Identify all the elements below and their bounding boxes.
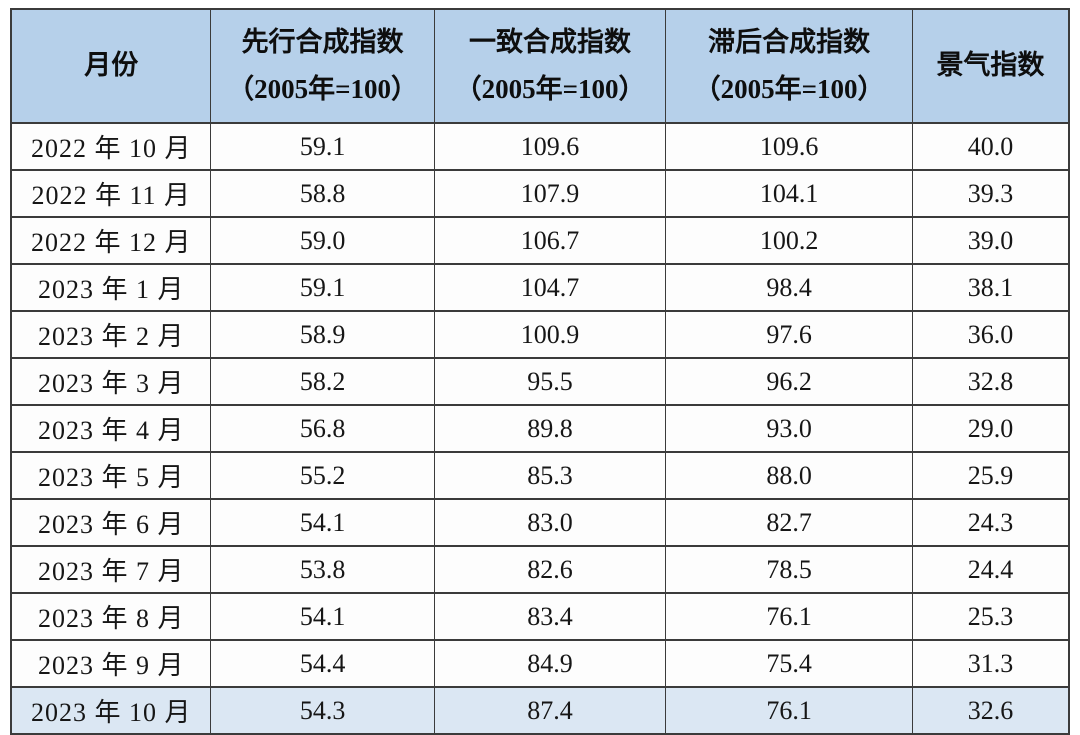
- prosperity-index-cell: 36.0: [911, 310, 1070, 359]
- lagging-index-cell: 109.6: [665, 122, 913, 171]
- table-row: 2022 年 11 月 58.8 107.9 104.1 39.3: [10, 169, 1070, 218]
- lagging-index-cell: 97.6: [665, 310, 913, 359]
- prosperity-index-cell: 24.4: [911, 545, 1070, 594]
- leading-index-cell: 59.0: [210, 216, 435, 265]
- prosperity-index-cell: 25.3: [911, 592, 1070, 641]
- leading-index-cell: 56.8: [210, 404, 435, 453]
- coincident-index-cell: 95.5: [433, 357, 667, 406]
- header-coincident-label: 一致合成指数: [469, 26, 632, 57]
- coincident-index-cell: 104.7: [433, 263, 667, 312]
- lagging-index-cell: 82.7: [665, 498, 913, 547]
- leading-index-cell: 59.1: [210, 263, 435, 312]
- table-row-highlighted: 2023 年 10 月 54.3 87.4 76.1 32.6: [10, 686, 1070, 735]
- coincident-index-cell: 85.3: [433, 451, 667, 500]
- prosperity-index-cell: 39.0: [911, 216, 1070, 265]
- month-cell: 2023 年 5 月: [10, 451, 212, 500]
- month-cell: 2022 年 10 月: [10, 122, 212, 171]
- table-row: 2023 年 1 月 59.1 104.7 98.4 38.1: [10, 263, 1070, 312]
- prosperity-index-cell: 24.3: [911, 498, 1070, 547]
- header-month: 月份: [10, 8, 212, 124]
- table-row: 2023 年 3 月 58.2 95.5 96.2 32.8: [10, 357, 1070, 406]
- header-row: 月份 先行合成指数 （2005年=100） 一致合成指数 （2005年=100）…: [10, 8, 1070, 124]
- leading-index-cell: 59.1: [210, 122, 435, 171]
- prosperity-index-cell: 31.3: [911, 639, 1070, 688]
- month-cell: 2023 年 3 月: [10, 357, 212, 406]
- table-row: 2023 年 4 月 56.8 89.8 93.0 29.0: [10, 404, 1070, 453]
- leading-index-cell: 54.3: [210, 686, 435, 735]
- header-leading-index: 先行合成指数 （2005年=100）: [210, 8, 435, 124]
- lagging-index-cell: 88.0: [665, 451, 913, 500]
- lagging-index-cell: 78.5: [665, 545, 913, 594]
- lagging-index-cell: 76.1: [665, 686, 913, 735]
- month-cell: 2023 年 4 月: [10, 404, 212, 453]
- header-coincident-index: 一致合成指数 （2005年=100）: [433, 8, 667, 124]
- table-row: 2023 年 5 月 55.2 85.3 88.0 25.9: [10, 451, 1070, 500]
- coincident-index-cell: 83.0: [433, 498, 667, 547]
- coincident-index-cell: 100.9: [433, 310, 667, 359]
- prosperity-index-cell: 32.6: [911, 686, 1070, 735]
- leading-index-cell: 58.2: [210, 357, 435, 406]
- leading-index-cell: 54.1: [210, 592, 435, 641]
- table-row: 2023 年 7 月 53.8 82.6 78.5 24.4: [10, 545, 1070, 594]
- prosperity-index-cell: 39.3: [911, 169, 1070, 218]
- coincident-index-cell: 83.4: [433, 592, 667, 641]
- prosperity-index-cell: 32.8: [911, 357, 1070, 406]
- lagging-index-cell: 98.4: [665, 263, 913, 312]
- month-cell: 2022 年 11 月: [10, 169, 212, 218]
- header-leading-basis: （2005年=100）: [227, 74, 419, 104]
- header-lagging-label: 滞后合成指数: [708, 26, 871, 57]
- month-cell: 2023 年 6 月: [10, 498, 212, 547]
- prosperity-index-cell: 38.1: [911, 263, 1070, 312]
- lagging-index-cell: 93.0: [665, 404, 913, 453]
- month-cell: 2023 年 1 月: [10, 263, 212, 312]
- table-row: 2023 年 2 月 58.9 100.9 97.6 36.0: [10, 310, 1070, 359]
- header-leading-label: 先行合成指数: [241, 26, 404, 57]
- coincident-index-cell: 107.9: [433, 169, 667, 218]
- leading-index-cell: 54.4: [210, 639, 435, 688]
- header-lagging-index: 滞后合成指数 （2005年=100）: [665, 8, 913, 124]
- month-cell: 2023 年 8 月: [10, 592, 212, 641]
- table-row: 2023 年 9 月 54.4 84.9 75.4 31.3: [10, 639, 1070, 688]
- month-cell: 2022 年 12 月: [10, 216, 212, 265]
- lagging-index-cell: 75.4: [665, 639, 913, 688]
- leading-index-cell: 55.2: [210, 451, 435, 500]
- coincident-index-cell: 109.6: [433, 122, 667, 171]
- prosperity-index-cell: 25.9: [911, 451, 1070, 500]
- month-cell: 2023 年 9 月: [10, 639, 212, 688]
- lagging-index-cell: 96.2: [665, 357, 913, 406]
- month-cell: 2023 年 7 月: [10, 545, 212, 594]
- coincident-index-cell: 82.6: [433, 545, 667, 594]
- header-lagging-basis: （2005年=100）: [693, 74, 885, 104]
- table-row: 2022 年 12 月 59.0 106.7 100.2 39.0: [10, 216, 1070, 265]
- coincident-index-cell: 106.7: [433, 216, 667, 265]
- coincident-index-cell: 84.9: [433, 639, 667, 688]
- month-cell: 2023 年 2 月: [10, 310, 212, 359]
- lagging-index-cell: 76.1: [665, 592, 913, 641]
- leading-index-cell: 54.1: [210, 498, 435, 547]
- leading-index-cell: 58.8: [210, 169, 435, 218]
- leading-index-cell: 58.9: [210, 310, 435, 359]
- index-table-container: 月份 先行合成指数 （2005年=100） 一致合成指数 （2005年=100）…: [10, 8, 1070, 735]
- lagging-index-cell: 100.2: [665, 216, 913, 265]
- table-row: 2023 年 6 月 54.1 83.0 82.7 24.3: [10, 498, 1070, 547]
- table-row: 2022 年 10 月 59.1 109.6 109.6 40.0: [10, 122, 1070, 171]
- header-prosperity-index: 景气指数: [911, 8, 1070, 124]
- prosperity-index-cell: 40.0: [911, 122, 1070, 171]
- month-cell: 2023 年 10 月: [10, 686, 212, 735]
- logistics-index-table: 月份 先行合成指数 （2005年=100） 一致合成指数 （2005年=100）…: [10, 8, 1070, 735]
- coincident-index-cell: 89.8: [433, 404, 667, 453]
- lagging-index-cell: 104.1: [665, 169, 913, 218]
- header-prosperity-label: 景气指数: [936, 50, 1045, 81]
- header-coincident-basis: （2005年=100）: [454, 74, 646, 104]
- prosperity-index-cell: 29.0: [911, 404, 1070, 453]
- leading-index-cell: 53.8: [210, 545, 435, 594]
- coincident-index-cell: 87.4: [433, 686, 667, 735]
- header-month-label: 月份: [84, 50, 139, 81]
- table-row: 2023 年 8 月 54.1 83.4 76.1 25.3: [10, 592, 1070, 641]
